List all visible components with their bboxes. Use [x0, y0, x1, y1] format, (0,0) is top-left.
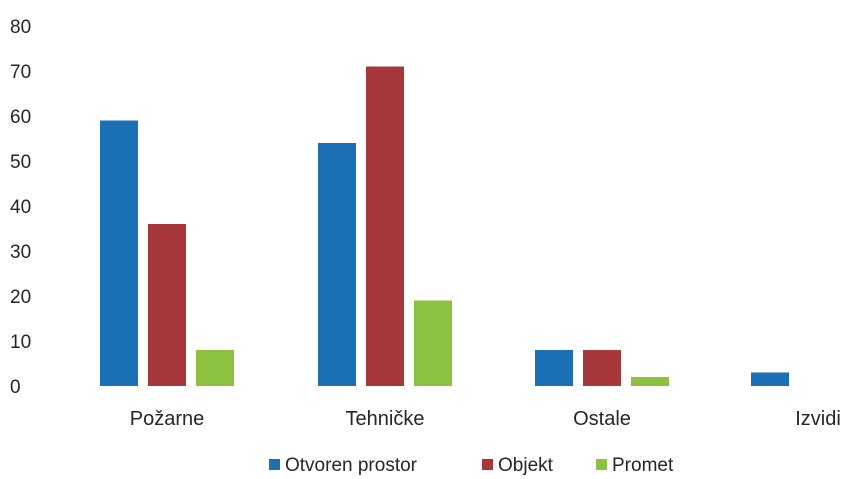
- y-tick-label: 60: [10, 107, 31, 128]
- bar: [631, 377, 669, 386]
- bar: [100, 120, 138, 386]
- y-tick-label: 80: [10, 17, 31, 38]
- y-axis-tick-labels: 0 10 20 30 40 50 60 70 80: [10, 17, 31, 398]
- y-tick-label: 40: [10, 197, 31, 218]
- y-tick-label: 30: [10, 242, 31, 263]
- legend-label: Objekt: [498, 455, 554, 476]
- y-tick-label: 10: [10, 332, 31, 353]
- y-tick-label: 70: [10, 62, 31, 83]
- y-tick-label: 20: [10, 287, 31, 308]
- x-axis-category-labels: Požarne Tehničke Ostale Izvidi: [130, 408, 841, 430]
- bar: [414, 300, 452, 386]
- bar: [751, 372, 789, 386]
- legend-swatch: [269, 459, 280, 470]
- bar: [535, 350, 573, 386]
- legend-label: Promet: [612, 455, 674, 476]
- x-category-label: Ostale: [573, 408, 631, 430]
- y-tick-label: 50: [10, 152, 31, 173]
- legend-swatch: [596, 459, 607, 470]
- legend: Otvoren prostor Objekt Promet: [269, 455, 674, 476]
- bars-group: [100, 66, 789, 386]
- bar: [366, 66, 404, 386]
- bar: [148, 224, 186, 386]
- bar: [583, 350, 621, 386]
- x-category-label: Tehničke: [346, 408, 425, 430]
- y-tick-label: 0: [10, 377, 21, 398]
- legend-swatch: [482, 459, 493, 470]
- x-category-label: Požarne: [130, 408, 205, 430]
- legend-label: Otvoren prostor: [285, 455, 418, 476]
- bar: [318, 143, 356, 386]
- bar: [196, 350, 234, 386]
- x-category-label: Izvidi: [795, 408, 841, 430]
